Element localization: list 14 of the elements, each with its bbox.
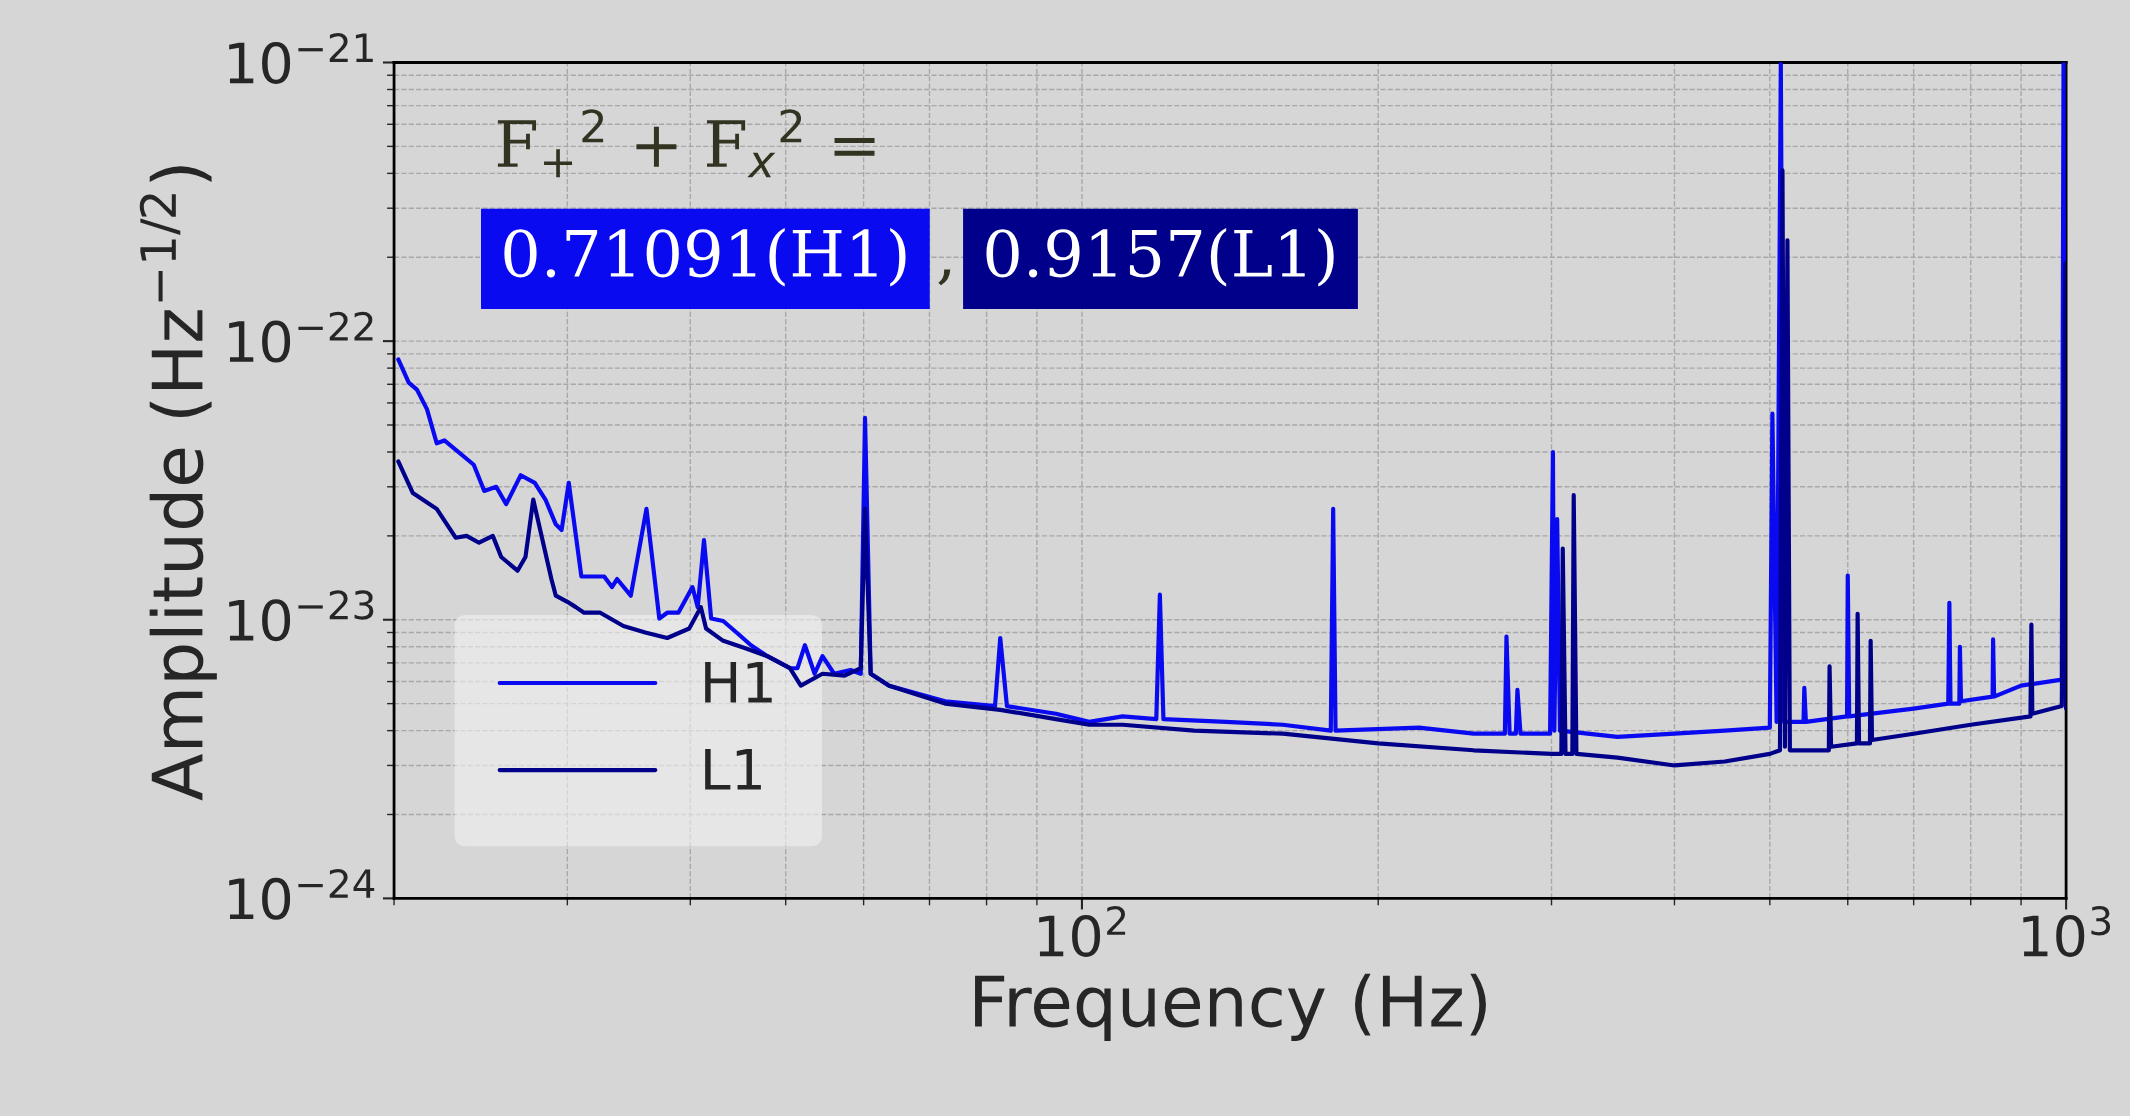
annotation: F$_{+}$$^{2}$ + F$_{x}$$^{2}$ = <box>497 109 875 178</box>
y-tick-label: 10$^{−21}$ <box>229 33 373 84</box>
x-tick-label: 10$^{2}$ <box>1039 906 1126 957</box>
y-axis-title: Amplitude (Hz$^{−1/2}$) <box>139 166 217 801</box>
x-axis-title: Frequency (Hz) <box>975 973 1486 1041</box>
y-tick-label: 10$^{−22}$ <box>229 311 373 363</box>
y-tick-label: 10$^{−24}$ <box>229 868 375 920</box>
legend-label: H1 <box>705 661 772 703</box>
y-tick-label: 10$^{−23}$ <box>229 590 374 642</box>
annotation: 0.71091(H1) <box>504 228 906 287</box>
x-tick-label: 10$^{3}$ <box>2023 906 2111 957</box>
annotation: 0.9157(L1) <box>986 228 1334 287</box>
legend-label: L1 <box>705 749 761 790</box>
annotation: , <box>938 269 951 286</box>
